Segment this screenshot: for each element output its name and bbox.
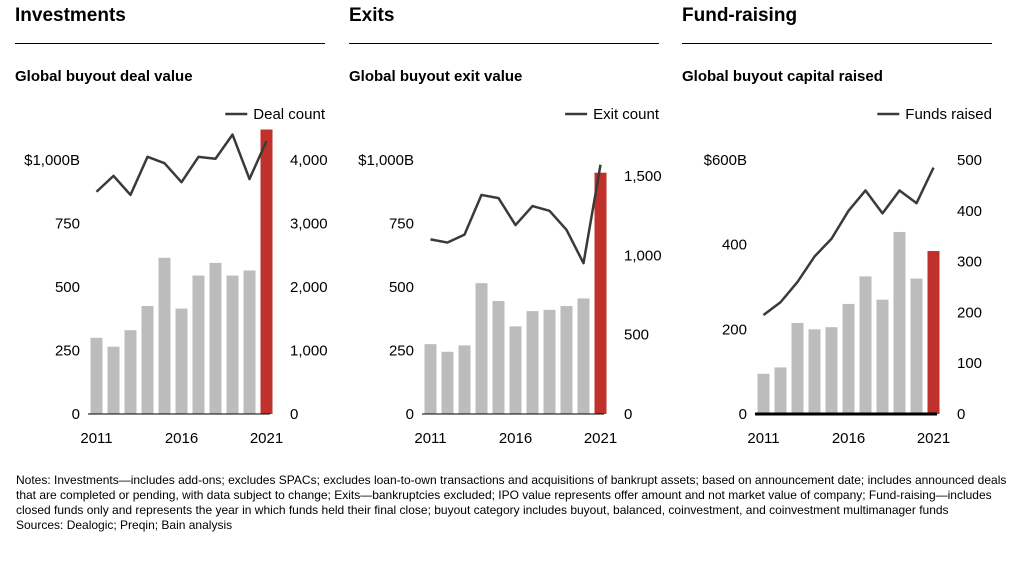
bar xyxy=(910,278,923,414)
footnotes: Notes: Investments—includes add-ons; exc… xyxy=(16,473,1016,533)
fund-raising-panel: Fund-raising Global buyout capital raise… xyxy=(682,0,992,460)
capital-raised-chart: 0 200 400 $600B 0 100 200 300 400 500 2011 2016 2021… xyxy=(704,106,992,447)
bar xyxy=(876,299,889,414)
bar xyxy=(209,262,222,414)
right-axis-tick-label: 2,000 xyxy=(290,279,328,296)
highlight-bar xyxy=(260,129,273,414)
bar xyxy=(158,257,171,414)
bar xyxy=(90,337,103,414)
right-axis-tick-label: 0 xyxy=(957,406,965,423)
exits-panel: Exits Global buyout exit value 0 250 500 75… xyxy=(349,0,662,460)
bar xyxy=(808,329,821,414)
bar xyxy=(226,275,239,414)
x-axis-tick-label: 2021 xyxy=(917,430,950,447)
bar xyxy=(842,303,855,414)
bar xyxy=(791,322,804,414)
section-heading: Exits xyxy=(349,5,395,26)
highlight-bar xyxy=(927,251,940,414)
right-axis-tick-label: 4,000 xyxy=(290,152,328,169)
x-axis-tick-label: 2021 xyxy=(584,430,617,447)
count-line xyxy=(95,133,268,197)
bar xyxy=(509,326,522,414)
x-axis-tick-label: 2016 xyxy=(832,430,865,447)
count-line xyxy=(762,167,935,316)
legend-label: Deal count xyxy=(253,106,326,123)
bar xyxy=(124,330,137,414)
bar xyxy=(141,306,154,414)
right-axis-tick-label: 100 xyxy=(957,355,982,372)
left-axis-tick-label: $600B xyxy=(704,152,747,169)
right-axis-tick-label: 0 xyxy=(290,406,298,423)
right-axis-tick-label: 1,000 xyxy=(290,343,328,360)
bar xyxy=(243,270,256,414)
left-axis-tick-label: $1,000B xyxy=(24,152,80,169)
chart-title: Global buyout deal value xyxy=(15,68,193,85)
legend-label: Funds raised xyxy=(905,106,992,123)
bar xyxy=(893,231,906,414)
bar xyxy=(560,306,573,414)
bar xyxy=(757,373,770,414)
section-heading: Investments xyxy=(15,5,126,26)
right-axis-tick-label: 1,000 xyxy=(624,247,662,264)
bar xyxy=(492,300,505,414)
right-axis-tick-label: 500 xyxy=(624,327,649,344)
x-axis-tick-label: 2011 xyxy=(414,430,446,447)
bar xyxy=(441,351,454,414)
bar xyxy=(825,327,838,414)
right-axis-tick-label: 0 xyxy=(624,406,632,423)
x-axis-tick-label: 2016 xyxy=(499,430,532,447)
bar xyxy=(774,367,787,414)
left-axis-tick-label: 400 xyxy=(722,237,747,254)
right-axis-tick-label: 500 xyxy=(957,152,982,169)
highlight-bar xyxy=(594,172,607,414)
x-axis-tick-label: 2011 xyxy=(80,430,112,447)
bar xyxy=(458,345,471,414)
left-axis-tick-label: 0 xyxy=(72,406,80,423)
x-axis-tick-label: 2021 xyxy=(250,430,283,447)
left-axis-tick-label: 500 xyxy=(55,279,80,296)
chart-title: Global buyout exit value xyxy=(349,68,523,85)
section-rule xyxy=(349,43,659,44)
right-axis-tick-label: 3,000 xyxy=(290,216,328,233)
x-axis-tick-label: 2016 xyxy=(165,430,198,447)
left-axis-tick-label: 0 xyxy=(406,406,414,423)
left-axis-tick-label: 750 xyxy=(389,216,414,233)
bar xyxy=(526,311,539,414)
bar xyxy=(175,308,188,414)
left-axis-tick-label: 500 xyxy=(389,279,414,296)
sources-text: Sources: Dealogic; Preqin; Bain analysis xyxy=(16,518,233,532)
bar xyxy=(424,344,437,414)
right-axis-tick-label: 200 xyxy=(957,304,982,321)
bar xyxy=(475,283,488,414)
bar xyxy=(577,298,590,414)
deal-value-chart: 0 250 500 750 $1,000B 0 1,000 2,000 3,000 4,000 20… xyxy=(24,106,328,447)
bar xyxy=(859,276,872,414)
left-axis-tick-label: 200 xyxy=(722,321,747,338)
bar xyxy=(107,346,120,414)
x-axis-tick-label: 2011 xyxy=(747,430,779,447)
right-axis-tick-label: 1,500 xyxy=(624,168,662,185)
count-line xyxy=(430,164,602,265)
legend-label: Exit count xyxy=(593,106,660,123)
section-heading: Fund-raising xyxy=(682,5,798,26)
right-axis-tick-label: 300 xyxy=(957,254,982,271)
left-axis-tick-label: $1,000B xyxy=(358,152,414,169)
exit-value-chart: 0 250 500 750 $1,000B 0 500 1,000 1,500 2011 2016 2… xyxy=(358,106,662,447)
left-axis-tick-label: 250 xyxy=(389,343,414,360)
section-rule xyxy=(15,43,325,44)
section-rule xyxy=(682,43,992,44)
bar xyxy=(192,275,205,414)
notes-text: Notes: Investments—includes add-ons; exc… xyxy=(16,473,1007,517)
right-axis-tick-label: 400 xyxy=(957,203,982,220)
chart-title: Global buyout capital raised xyxy=(682,68,883,85)
investments-panel: Investments Global buyout deal value 0 25… xyxy=(15,0,328,460)
left-axis-tick-label: 0 xyxy=(739,406,747,423)
left-axis-tick-label: 750 xyxy=(55,216,80,233)
bar xyxy=(543,309,556,414)
left-axis-tick-label: 250 xyxy=(55,343,80,360)
